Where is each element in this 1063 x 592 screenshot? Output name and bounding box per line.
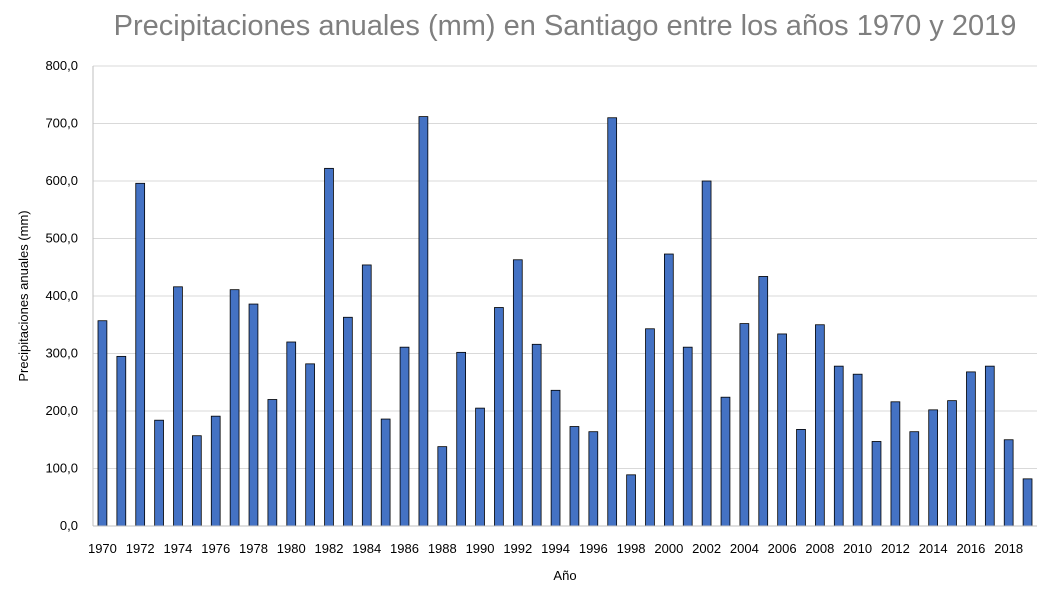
bar-2007 (796, 428, 806, 527)
bar-1992 (512, 259, 523, 527)
bar-1973 (154, 419, 164, 527)
x-tick-label: 2008 (805, 541, 834, 556)
bars (97, 116, 1033, 527)
y-tick-label: 100,0 (45, 461, 78, 476)
x-tick-label: 2000 (654, 541, 683, 556)
y-tick-label: 200,0 (45, 403, 78, 418)
x-tick-label: 1976 (201, 541, 230, 556)
bar-2015 (947, 400, 957, 527)
bar-2001 (682, 346, 693, 527)
bar-1984 (361, 264, 372, 527)
bar-1977 (229, 289, 240, 527)
bar-2006 (777, 333, 787, 527)
y-tick-label: 600,0 (45, 173, 78, 188)
bar-1996 (588, 431, 599, 527)
bar-1990 (475, 407, 485, 527)
bar-2012 (890, 401, 901, 527)
bar-2004 (739, 323, 750, 527)
bar-1975 (192, 435, 202, 527)
bar-2016 (966, 371, 976, 527)
x-tick-label: 1972 (126, 541, 155, 556)
x-tick-label: 1996 (579, 541, 608, 556)
bar-1980 (286, 341, 297, 527)
bar-1991 (494, 307, 504, 527)
bar-1997 (607, 117, 618, 527)
bar-1971 (116, 355, 127, 527)
bar-1995 (569, 426, 580, 527)
x-tick-label: 2010 (843, 541, 872, 556)
x-tick-label: 2016 (956, 541, 985, 556)
bar-2010 (852, 373, 863, 527)
x-tick-label: 1990 (466, 541, 495, 556)
x-axis-label: Año (553, 568, 576, 583)
x-tick-label: 2014 (919, 541, 948, 556)
bar-1988 (437, 446, 448, 527)
y-tick-label: 300,0 (45, 346, 78, 361)
x-tick-label: 1994 (541, 541, 570, 556)
x-tick-label: 1982 (315, 541, 344, 556)
bar-1983 (343, 316, 353, 527)
y-axis-label: Precipitaciones anuales (mm) (16, 210, 31, 381)
x-tick-label: 1986 (390, 541, 419, 556)
x-tick-label: 1980 (277, 541, 306, 556)
x-tick-label: 1998 (617, 541, 646, 556)
bar-1994 (550, 389, 561, 527)
bar-1993 (531, 343, 542, 527)
bar-2008 (815, 324, 825, 527)
bar-1998 (626, 474, 636, 527)
axes (92, 66, 1037, 527)
bar-2003 (720, 396, 731, 527)
bar-1999 (645, 328, 655, 527)
y-tick-label: 800,0 (45, 58, 78, 73)
bar-2013 (909, 431, 920, 527)
bar-2002 (701, 180, 712, 527)
x-tick-labels: 1970 1972 1974 1976 1978 1980 1982 1984 1986 1988… (88, 541, 1023, 556)
x-tick-label: 2006 (768, 541, 797, 556)
bar-1989 (456, 351, 466, 527)
x-tick-label: 1978 (239, 541, 268, 556)
bar-2017 (984, 365, 995, 527)
x-tick-label: 1984 (352, 541, 381, 556)
x-tick-label: 2012 (881, 541, 910, 556)
bar-1982 (324, 167, 334, 527)
bar-2011 (871, 441, 882, 527)
bar-1978 (248, 303, 259, 527)
y-tick-label: 700,0 (45, 116, 78, 131)
chart-title: Precipitaciones anuales (mm) en Santiago… (113, 10, 1017, 42)
bar-2005 (758, 276, 769, 527)
x-tick-label: 2002 (692, 541, 721, 556)
y-tick-label: 400,0 (45, 288, 78, 303)
bar-1974 (173, 286, 183, 527)
x-tick-label: 1974 (163, 541, 192, 556)
bar-2019 (1022, 478, 1033, 527)
x-tick-label: 2004 (730, 541, 759, 556)
y-tick-label: 500,0 (45, 231, 78, 246)
bar-1976 (210, 415, 221, 527)
bar-1987 (418, 116, 429, 527)
x-tick-label: 1970 (88, 541, 117, 556)
y-tick-labels: 0,0 100,0 200,0 300,0 400,0 500,0 600,0 700,0 80… (45, 58, 78, 533)
bar-2009 (833, 365, 844, 527)
bar-1970 (97, 320, 108, 527)
bar-2000 (664, 253, 674, 527)
bar-1985 (380, 418, 391, 527)
bar-1986 (399, 346, 410, 527)
x-tick-label: 1992 (503, 541, 532, 556)
x-tick-label: 1988 (428, 541, 457, 556)
bar-1972 (135, 182, 146, 527)
x-tick-label: 2018 (994, 541, 1023, 556)
bar-2014 (928, 409, 938, 527)
bar-2018 (1003, 439, 1014, 527)
y-tick-label: 0,0 (60, 518, 78, 533)
bar-1979 (267, 399, 278, 527)
bar-1981 (305, 363, 315, 527)
